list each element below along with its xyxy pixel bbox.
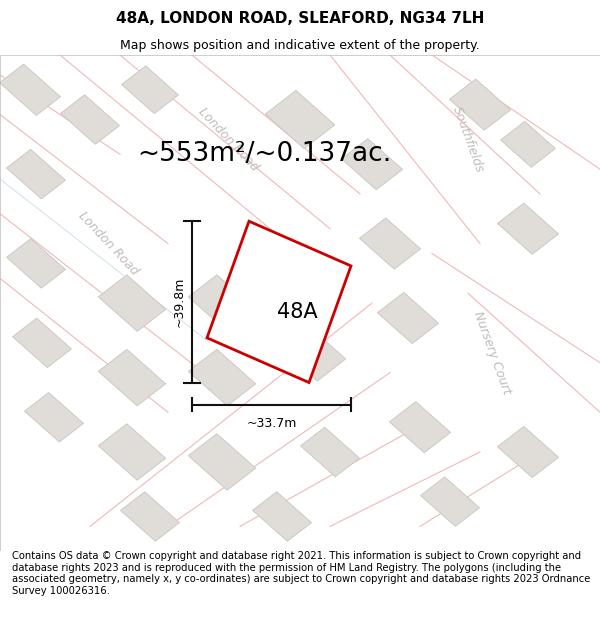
Text: ~39.8m: ~39.8m [172, 277, 185, 327]
Polygon shape [265, 91, 335, 149]
Polygon shape [377, 292, 439, 344]
Text: ~33.7m: ~33.7m [247, 418, 296, 430]
Polygon shape [278, 250, 346, 306]
Polygon shape [7, 149, 65, 199]
Text: Nursery Court: Nursery Court [471, 309, 513, 396]
Polygon shape [497, 426, 559, 478]
Polygon shape [98, 349, 166, 406]
Text: London Road: London Road [76, 209, 140, 278]
Polygon shape [497, 203, 559, 254]
Polygon shape [13, 318, 71, 368]
Text: ~553m²/~0.137ac.: ~553m²/~0.137ac. [137, 141, 391, 168]
Polygon shape [253, 492, 311, 541]
Polygon shape [359, 218, 421, 269]
Text: 48A: 48A [277, 302, 317, 322]
Polygon shape [207, 221, 351, 382]
Polygon shape [98, 424, 166, 480]
Polygon shape [7, 239, 65, 288]
Polygon shape [449, 79, 511, 130]
Polygon shape [98, 275, 166, 331]
Polygon shape [389, 402, 451, 452]
Polygon shape [0, 64, 61, 116]
Polygon shape [188, 349, 256, 406]
Text: London Road: London Road [196, 105, 260, 174]
Polygon shape [188, 275, 256, 331]
Polygon shape [500, 121, 556, 168]
Polygon shape [421, 477, 479, 526]
Polygon shape [188, 434, 256, 490]
Polygon shape [121, 492, 179, 541]
Polygon shape [278, 324, 346, 381]
Text: Contains OS data © Crown copyright and database right 2021. This information is : Contains OS data © Crown copyright and d… [12, 551, 590, 596]
Polygon shape [301, 428, 359, 477]
Text: Southfields: Southfields [450, 104, 486, 174]
Polygon shape [61, 95, 119, 144]
Text: 48A, LONDON ROAD, SLEAFORD, NG34 7LH: 48A, LONDON ROAD, SLEAFORD, NG34 7LH [116, 11, 484, 26]
Polygon shape [341, 139, 403, 190]
Polygon shape [25, 392, 83, 442]
Polygon shape [122, 66, 178, 114]
Text: Map shows position and indicative extent of the property.: Map shows position and indicative extent… [120, 39, 480, 51]
